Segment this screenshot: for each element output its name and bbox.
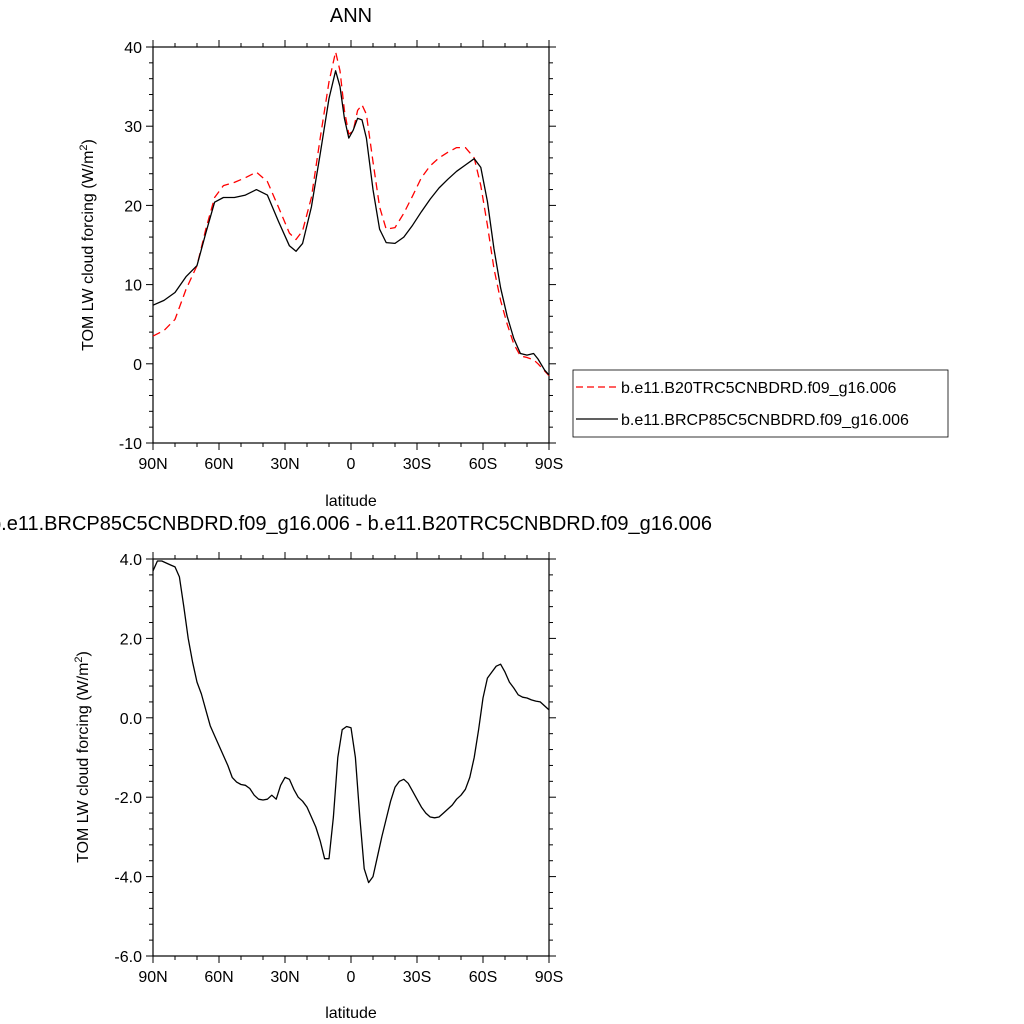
y-tick-label: -2.0 (114, 790, 142, 807)
bottom-panel: b.e11.BRCP85C5CNBDRD.f09_g16.006 - b.e11… (0, 513, 712, 1022)
y-tick-label: 0 (133, 357, 142, 374)
bottom-plot-frame (152, 558, 550, 957)
y-tick-label: 0.0 (120, 711, 142, 728)
x-tick-label: 0 (347, 456, 356, 473)
x-tick-label: 60S (469, 969, 497, 986)
series-line-2 (152, 70, 550, 376)
legend-box (572, 369, 949, 438)
y-tick-label: 40 (124, 40, 142, 57)
y-tick-label: 10 (124, 278, 142, 295)
y-tick-label: -4.0 (114, 870, 142, 887)
x-tick-label: 60N (204, 456, 233, 473)
top-plot-frame (152, 46, 550, 444)
x-tick-label: 90N (138, 456, 167, 473)
series-line-1 (152, 51, 550, 377)
y-tick-label: 2.0 (120, 631, 142, 648)
y-tick-label: 20 (124, 198, 142, 215)
x-tick-label: 0 (347, 969, 356, 986)
x-tick-label: 90S (535, 969, 563, 986)
legend-label-series-1: b.e11.B20TRC5CNBDRD.f09_g16.006 (621, 380, 897, 397)
x-tick-label: 30S (403, 969, 431, 986)
y-tick-label: -10 (119, 436, 142, 453)
top-x-axis-label: latitude (325, 493, 377, 510)
x-tick-label: 60S (469, 456, 497, 473)
x-tick-label: 60N (204, 969, 233, 986)
series-line-1 (152, 560, 550, 884)
y-tick-label: -6.0 (114, 949, 142, 966)
legend-label-series-2: b.e11.BRCP85C5CNBDRD.f09_g16.006 (621, 412, 909, 429)
x-tick-label: 30N (270, 969, 299, 986)
bottom-x-axis-label: latitude (325, 1005, 377, 1022)
x-tick-label: 90S (535, 456, 563, 473)
x-tick-label: 30S (403, 456, 431, 473)
y-tick-label: 4.0 (120, 552, 142, 569)
top-panel: ANN 90N 60N 30N 0 30S 60S 90S -10 0 10 20 30 40 lati… (78, 5, 949, 510)
top-y-axis-label: TOM LW cloud forcing (W/m2) (78, 139, 97, 351)
legend: b.e11.B20TRC5CNBDRD.f09_g16.006 b.e11.BR… (572, 369, 949, 438)
bottom-chart-title: b.e11.BRCP85C5CNBDRD.f09_g16.006 - b.e11… (0, 513, 712, 535)
bottom-y-axis-label: TOM LW cloud forcing (W/m2) (73, 651, 92, 863)
x-tick-label: 30N (270, 456, 299, 473)
top-chart-title: ANN (330, 5, 372, 27)
y-tick-label: 30 (124, 119, 142, 136)
x-tick-label: 90N (138, 969, 167, 986)
